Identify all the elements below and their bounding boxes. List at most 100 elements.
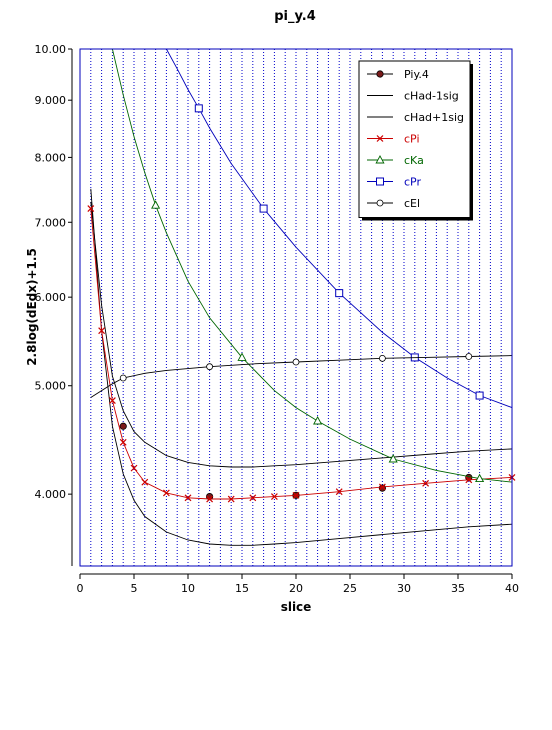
marker-stroke <box>335 488 343 496</box>
x-tick-label: 5 <box>131 582 138 595</box>
data-point <box>151 200 161 209</box>
legend-item: cEl <box>367 197 420 210</box>
data-point <box>388 454 398 463</box>
plot-frame <box>79 48 513 567</box>
data-point <box>270 493 278 500</box>
y-tick-label: 5.000 <box>35 380 67 393</box>
data-point <box>475 391 484 400</box>
data-point <box>292 491 300 499</box>
data-point <box>292 358 300 366</box>
marker-stroke <box>378 483 386 491</box>
marker-stroke <box>206 495 214 503</box>
marker-stroke <box>108 397 116 404</box>
marker-stroke <box>184 494 192 502</box>
data-point <box>376 70 384 78</box>
series-cpi <box>87 205 516 503</box>
data-point <box>119 374 127 382</box>
x-axis: 0 5 10 15 20 25 30 35 40 <box>77 573 519 595</box>
series-line <box>90 208 513 500</box>
series-cka <box>111 48 513 483</box>
data-point <box>108 397 116 404</box>
data-point <box>249 494 257 502</box>
data-point <box>130 464 138 472</box>
legend-item: cPr <box>367 176 421 189</box>
chart-title: pi_y.4 <box>274 9 316 24</box>
data-point <box>376 135 384 142</box>
data-point <box>119 422 127 430</box>
legend-label: cHad-1sig <box>404 90 459 103</box>
data-point <box>184 494 192 502</box>
data-point <box>313 416 323 425</box>
x-tick-label: 25 <box>343 582 357 595</box>
data-point <box>465 353 473 360</box>
legend-item: Piy.4 <box>367 68 429 81</box>
legend-label: cEl <box>404 197 420 210</box>
data-point <box>378 354 386 362</box>
marker-stroke <box>292 491 300 499</box>
marker-stroke <box>465 476 473 484</box>
legend-label: Piy.4 <box>404 68 429 81</box>
x-tick-label: 15 <box>235 582 249 595</box>
data-point <box>206 363 214 371</box>
marker-stroke <box>249 494 257 502</box>
y-tick-label: 7.000 <box>35 216 67 229</box>
series-layer <box>87 48 516 546</box>
data-point <box>378 484 386 492</box>
data-point <box>227 495 235 503</box>
series-line <box>90 201 513 468</box>
legend-item: cHad+1sig <box>367 111 464 124</box>
marker-stroke <box>98 327 106 335</box>
y-tick-label: 8.000 <box>35 151 67 164</box>
marker-stroke <box>141 478 149 486</box>
marker-stroke <box>376 135 384 142</box>
x-tick-label: 0 <box>77 582 84 595</box>
series-cel <box>90 353 513 398</box>
x-tick-label: 40 <box>505 582 519 595</box>
x-tick-label: 20 <box>289 582 303 595</box>
data-point <box>422 479 430 487</box>
marker-stroke <box>130 464 138 472</box>
y-tick-label: 10.00 <box>35 43 67 56</box>
data-point <box>206 495 214 503</box>
series-chad-1sig <box>90 188 513 546</box>
legend-item: cPi <box>367 133 420 146</box>
data-point <box>87 205 95 213</box>
marker-stroke <box>227 495 235 503</box>
legend-label: cKa <box>404 154 424 167</box>
data-point <box>141 478 149 486</box>
legend-label: cPi <box>404 133 420 146</box>
y-tick-label: 4.000 <box>35 488 67 501</box>
x-tick-label: 30 <box>397 582 411 595</box>
marker-stroke <box>87 205 95 213</box>
marker-stroke <box>422 479 430 487</box>
legend-item: cHad-1sig <box>367 90 459 103</box>
x-tick-label: 35 <box>451 582 465 595</box>
marker-stroke <box>270 493 278 500</box>
data-point <box>335 289 344 298</box>
legend-label: cHad+1sig <box>404 111 464 124</box>
y-tick-label: 6.000 <box>35 291 67 304</box>
data-point <box>475 473 485 483</box>
series-chad-1sig <box>90 201 513 468</box>
data-point <box>375 155 385 164</box>
grid-lines <box>90 49 502 566</box>
legend: Piy.4 cHad-1sig cHad+1sig cPi cKa cPr cEl <box>358 60 473 221</box>
data-point <box>237 352 247 361</box>
data-point <box>376 199 384 207</box>
legend-box <box>358 60 471 218</box>
data-point <box>259 204 268 213</box>
legend-item: cKa <box>367 154 424 167</box>
data-point <box>194 104 203 113</box>
marker-stroke <box>162 489 170 497</box>
data-point <box>119 438 127 446</box>
data-point <box>98 327 106 335</box>
legend-label: cPr <box>404 176 421 189</box>
x-axis-label: slice <box>281 600 312 614</box>
data-point <box>465 476 473 484</box>
marker-stroke <box>119 438 127 446</box>
x-tick-label: 10 <box>181 582 195 595</box>
y-axis-label: 2.8log(dEdx)+1.5 <box>25 248 39 366</box>
data-point <box>162 489 170 497</box>
y-axis: 4.000 5.000 6.000 7.000 8.000 9.000 10.00 <box>35 43 73 566</box>
